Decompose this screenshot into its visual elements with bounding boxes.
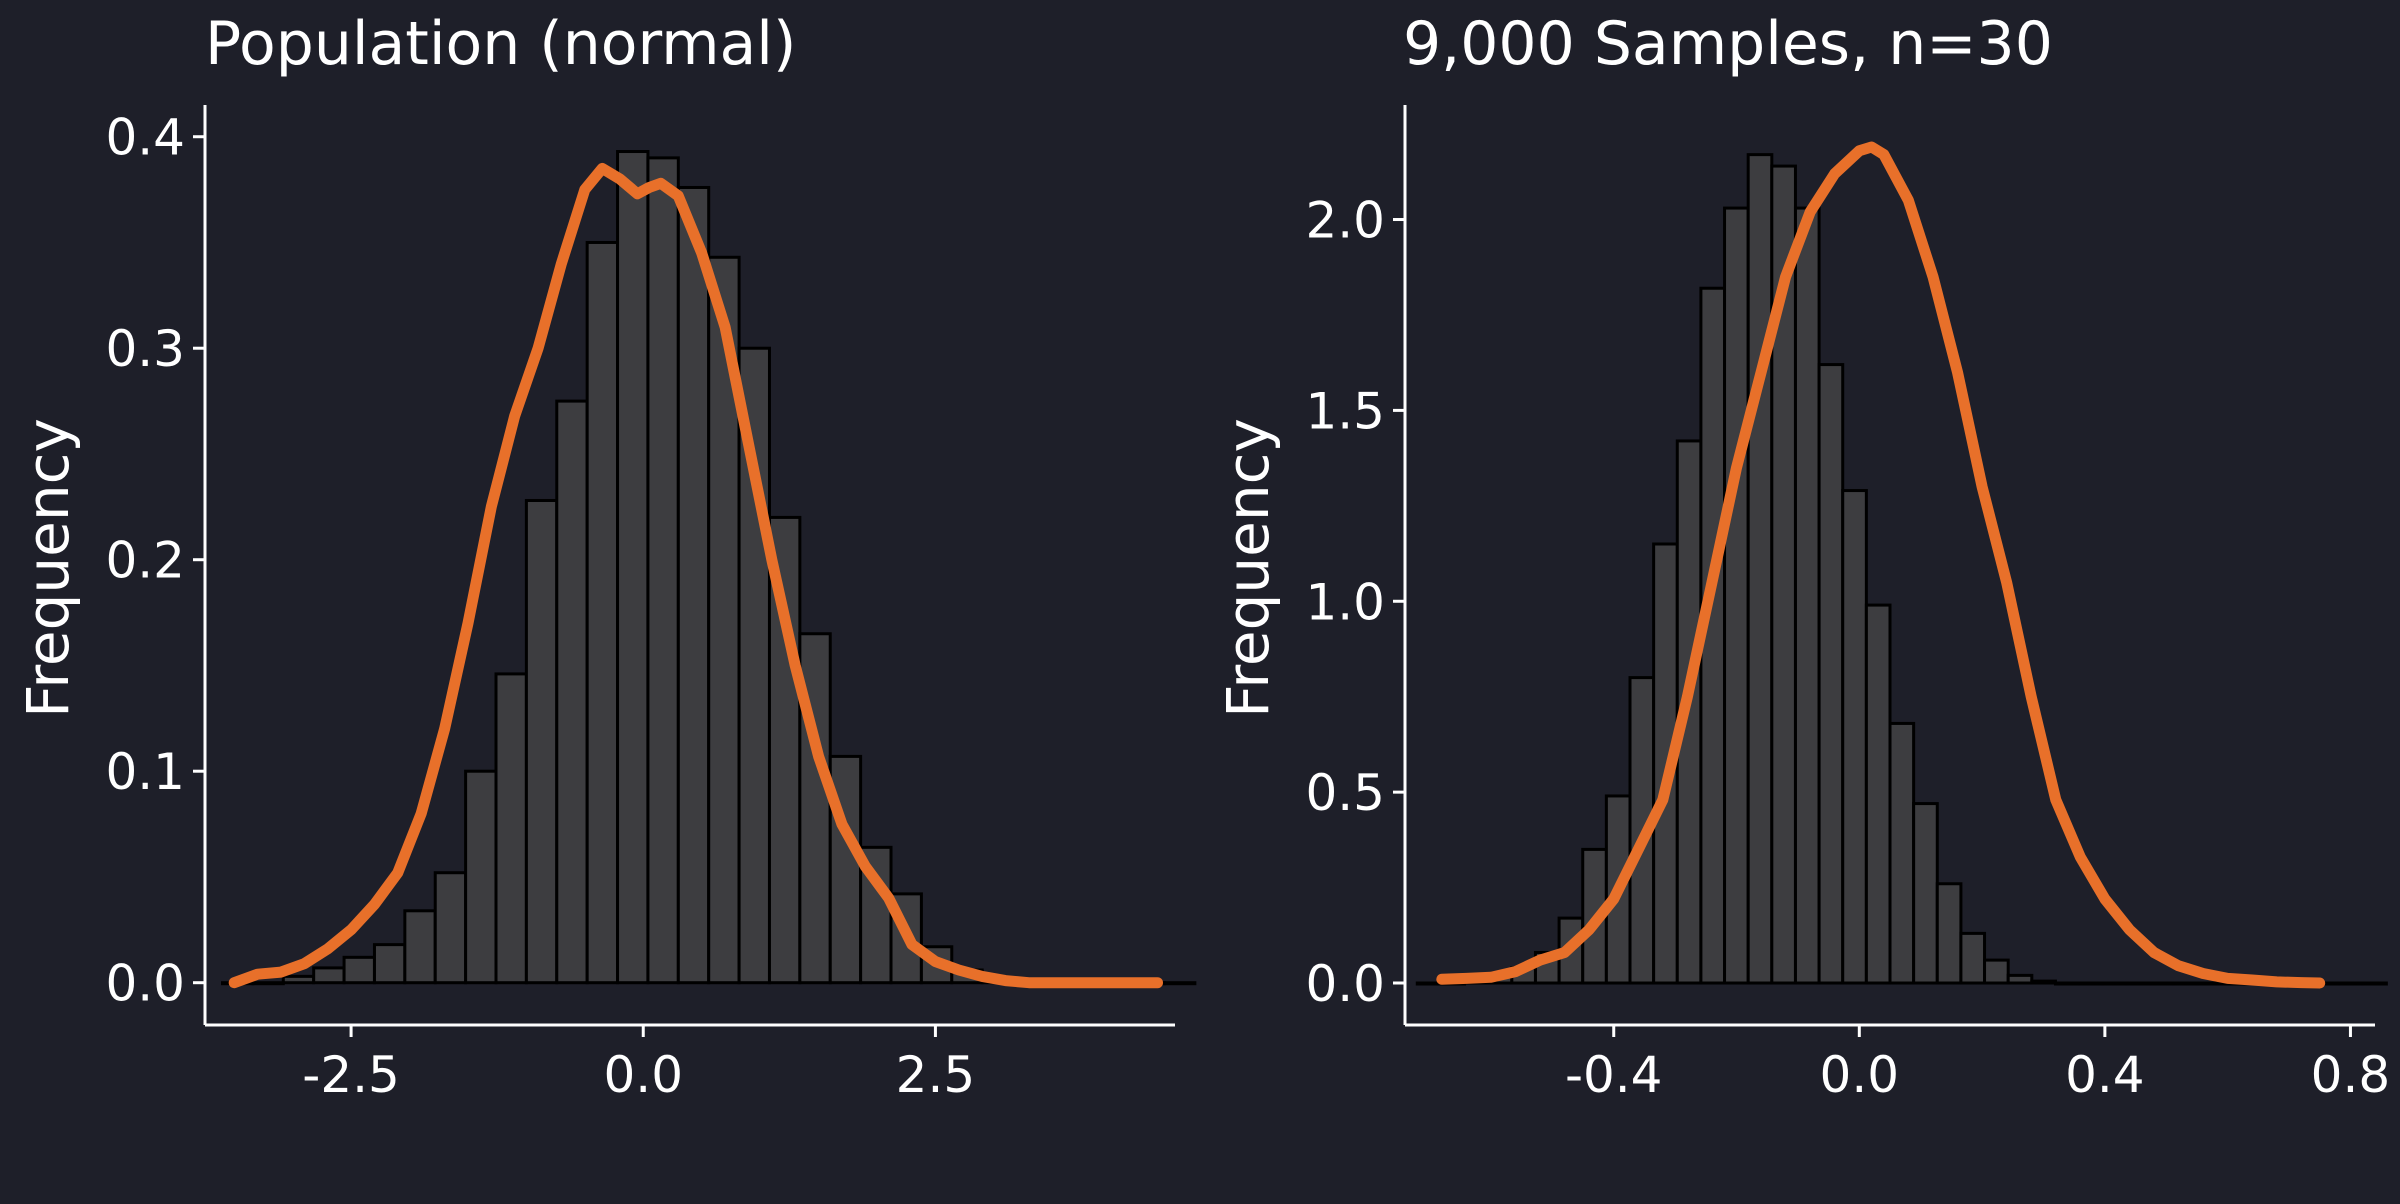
histogram-bar — [2101, 981, 2128, 986]
histogram-bar — [585, 240, 620, 985]
histogram-bar — [1162, 981, 1197, 986]
x-tick-label: 0.0 — [1820, 1046, 1900, 1104]
y-axis-label-samples: Frequency — [1214, 418, 1282, 718]
histogram-bar — [2172, 981, 2199, 986]
axes-population: 0.0 0.1 0.2 0.3 0.4 -2.5 0.0 2.5 — [105, 105, 1175, 1104]
histogram-bar — [2077, 981, 2105, 986]
y-tick-label: 0.4 — [105, 109, 185, 167]
y-tick-label: 2.0 — [1305, 192, 1385, 250]
histogram-bar — [2361, 981, 2388, 986]
histogram-bar — [2124, 981, 2152, 986]
histogram-bar — [616, 150, 650, 985]
histogram-bar — [281, 974, 316, 985]
histogram-bar — [707, 255, 741, 985]
histogram-bar — [1983, 958, 2010, 985]
x-tick-label: 2.5 — [896, 1046, 976, 1104]
y-tick-label: 1.0 — [1305, 573, 1385, 631]
histogram-bar — [2006, 973, 2034, 985]
histogram-bars-population — [221, 150, 1197, 986]
histogram-bar — [524, 498, 559, 985]
panel-samples: 9,000 Samples, n=30 Frequency 0.0 0.5 1.0 1… — [1214, 9, 2390, 1104]
histogram-bar — [312, 966, 346, 985]
x-tick-label: -2.5 — [302, 1046, 400, 1104]
y-tick-label: 0.0 — [105, 955, 185, 1013]
y-axis-label-population: Frequency — [14, 418, 82, 718]
histogram-bar — [494, 672, 528, 985]
histogram-bar — [646, 156, 680, 985]
plot-area-population: 0.0 0.1 0.2 0.3 0.4 -2.5 0.0 2.5 — [105, 105, 1197, 1104]
histogram-bar — [372, 943, 407, 985]
y-tick-label: 0.5 — [1305, 764, 1385, 822]
axes-samples: 0.0 0.5 1.0 1.5 2.0 -0.4 0.0 0.4 0.8 — [1305, 105, 2390, 1104]
x-tick-label: -0.4 — [1565, 1046, 1663, 1104]
y-tick-label: 0.0 — [1305, 955, 1385, 1013]
histogram-bar — [676, 185, 711, 985]
histogram-bar — [251, 981, 285, 986]
histogram-bar — [1912, 802, 1939, 985]
chart-title-population: Population (normal) — [205, 9, 796, 79]
x-tick-label: 0.0 — [603, 1046, 683, 1104]
histogram-bar — [1723, 206, 1750, 985]
histogram-bar — [2337, 981, 2365, 986]
histogram-bar — [2030, 979, 2057, 985]
x-tick-label: 0.4 — [2065, 1046, 2145, 1104]
histogram-bar — [1935, 882, 1963, 985]
panel-population: Population (normal) Frequency 0.00.10.20… — [14, 9, 1197, 1104]
density-curve-samples — [1436, 141, 2326, 989]
density-curve-population — [228, 162, 1163, 989]
y-tick-label: 0.3 — [105, 320, 185, 378]
histogram-bar — [2148, 981, 2176, 986]
histogram-bar — [1864, 603, 1892, 985]
histogram-bar — [1959, 931, 1987, 985]
histogram-bar — [555, 399, 589, 985]
histogram-bar — [1415, 981, 1443, 986]
histogram-bar — [828, 754, 863, 985]
histogram-bar — [2053, 981, 2081, 986]
histogram-bar — [2195, 981, 2223, 986]
histogram-bar — [1746, 153, 1774, 985]
x-tick-label: 0.8 — [2311, 1046, 2391, 1104]
plot-area-samples: 0.0 0.5 1.0 1.5 2.0 -0.4 0.0 0.4 0.8 — [1305, 105, 2390, 1104]
histogram-bar — [1888, 721, 1916, 985]
histogram-bar — [403, 909, 437, 985]
y-tick-label: 0.2 — [105, 532, 185, 590]
histogram-bar — [433, 871, 468, 985]
histogram-bar — [1793, 206, 1821, 985]
y-tick-label: 0.1 — [105, 743, 185, 801]
chart-title-samples: 9,000 Samples, n=30 — [1403, 9, 2053, 79]
histogram-bar — [1817, 363, 1845, 985]
y-tick-label: 1.5 — [1305, 382, 1385, 440]
histogram-bars-samples — [1415, 153, 2388, 986]
histogram-bar — [1841, 489, 1868, 985]
histogram-bar — [464, 769, 498, 985]
histogram-bar — [342, 955, 376, 985]
